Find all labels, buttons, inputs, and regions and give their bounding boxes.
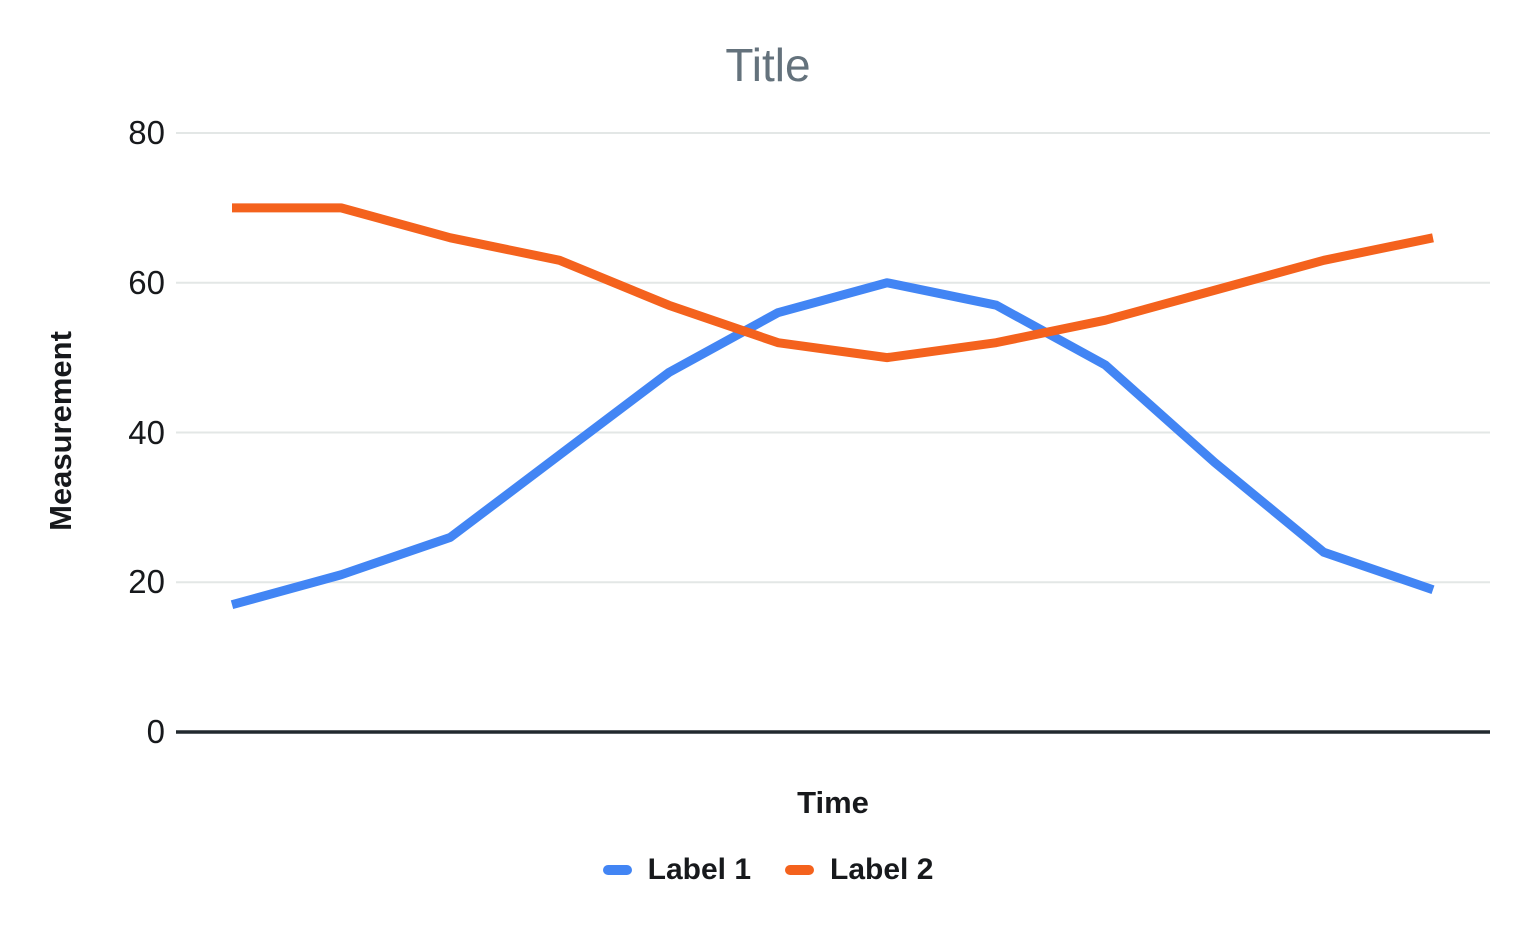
- legend-swatch-label-1: [602, 865, 632, 875]
- legend-item-label-2: Label 2: [785, 853, 933, 887]
- legend-item-label-1: Label 1: [602, 853, 751, 887]
- y-tick-label-80: 80: [128, 114, 165, 151]
- legend: Label 1 Label 2: [0, 846, 1536, 894]
- legend-label: Label 1: [647, 853, 751, 886]
- y-axis-title: Measurement: [43, 331, 78, 531]
- chart-title: Title: [725, 39, 811, 91]
- y-tick-label-60: 60: [128, 263, 165, 301]
- series-line-label-1: [230, 278, 1435, 610]
- series-line-label-2: [232, 203, 1434, 363]
- y-tick-label-40: 40: [128, 413, 165, 451]
- y-tick-label-0: 0: [146, 713, 165, 750]
- x-axis-title: Time: [797, 785, 869, 820]
- legend-label: Label 2: [830, 853, 934, 886]
- legend-swatch-label-2: [785, 865, 814, 875]
- y-tick-label-20: 20: [128, 563, 165, 601]
